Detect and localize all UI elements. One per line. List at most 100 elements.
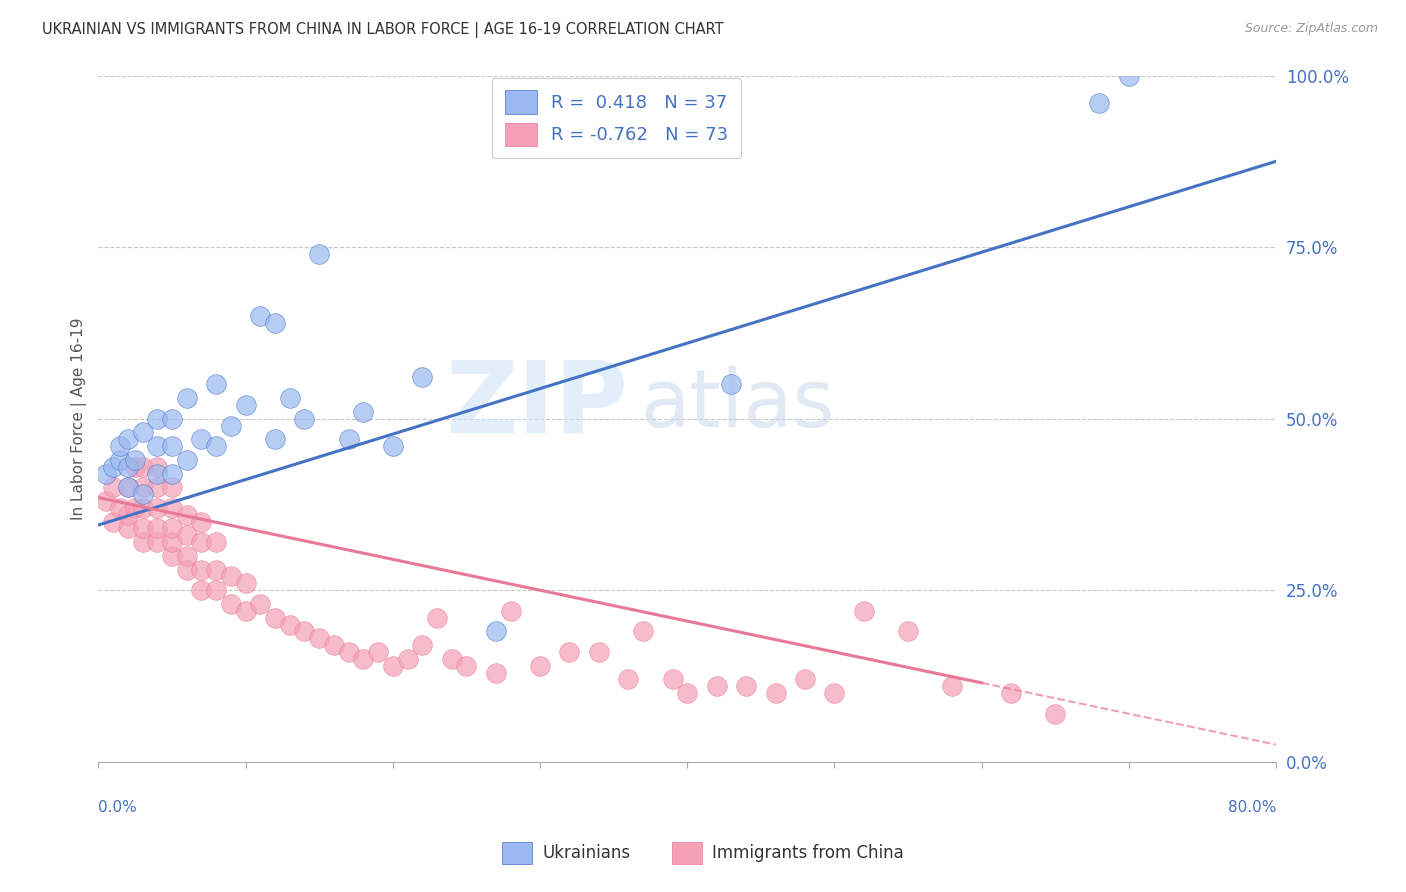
Point — [117, 480, 139, 494]
Point — [852, 604, 875, 618]
Point — [160, 535, 183, 549]
Point — [219, 569, 242, 583]
Point — [485, 665, 508, 680]
Point — [661, 673, 683, 687]
Point — [1088, 95, 1111, 110]
Point — [765, 686, 787, 700]
Point — [190, 583, 212, 598]
Point — [411, 638, 433, 652]
Text: 0.0%: 0.0% — [98, 799, 138, 814]
Point — [117, 508, 139, 522]
Point — [131, 459, 153, 474]
Point — [190, 515, 212, 529]
Point — [110, 453, 132, 467]
Point — [190, 563, 212, 577]
Point — [190, 535, 212, 549]
Point — [735, 679, 758, 693]
Point — [117, 432, 139, 446]
Point — [190, 432, 212, 446]
Point — [264, 610, 287, 624]
Point — [146, 439, 169, 453]
Point — [160, 480, 183, 494]
Point — [146, 521, 169, 535]
Point — [235, 576, 257, 591]
Point — [337, 432, 360, 446]
Point — [308, 632, 330, 646]
Point — [94, 467, 117, 481]
Point — [499, 604, 522, 618]
Point — [124, 500, 146, 515]
Point — [124, 453, 146, 467]
Point — [146, 480, 169, 494]
Point — [1000, 686, 1022, 700]
Point — [631, 624, 654, 639]
Point — [352, 405, 374, 419]
Point — [396, 652, 419, 666]
Point — [160, 467, 183, 481]
Point — [124, 459, 146, 474]
Point — [160, 411, 183, 425]
Point — [146, 459, 169, 474]
Point — [146, 500, 169, 515]
Point — [485, 624, 508, 639]
Point — [160, 500, 183, 515]
Point — [94, 494, 117, 508]
Point — [322, 638, 344, 652]
Point — [381, 658, 404, 673]
Point — [941, 679, 963, 693]
Point — [146, 411, 169, 425]
Point — [176, 391, 198, 405]
Point — [794, 673, 817, 687]
Point — [897, 624, 920, 639]
Point — [381, 439, 404, 453]
Point — [720, 377, 742, 392]
Point — [205, 583, 228, 598]
Point — [235, 398, 257, 412]
Point — [617, 673, 640, 687]
Point — [110, 439, 132, 453]
Point — [1045, 706, 1067, 721]
Point — [101, 480, 124, 494]
Point — [117, 480, 139, 494]
Point — [131, 521, 153, 535]
Point — [146, 467, 169, 481]
Point — [588, 645, 610, 659]
Point — [160, 521, 183, 535]
Point — [219, 597, 242, 611]
Point — [278, 617, 301, 632]
Point — [558, 645, 581, 659]
Point — [706, 679, 728, 693]
Point — [264, 316, 287, 330]
Point — [294, 624, 316, 639]
Text: Source: ZipAtlas.com: Source: ZipAtlas.com — [1244, 22, 1378, 36]
Point — [160, 439, 183, 453]
Point — [352, 652, 374, 666]
Point — [176, 508, 198, 522]
Point — [131, 487, 153, 501]
Point — [426, 610, 449, 624]
Text: UKRAINIAN VS IMMIGRANTS FROM CHINA IN LABOR FORCE | AGE 16-19 CORRELATION CHART: UKRAINIAN VS IMMIGRANTS FROM CHINA IN LA… — [42, 22, 724, 38]
Text: 80.0%: 80.0% — [1227, 799, 1277, 814]
Point — [264, 432, 287, 446]
Point — [823, 686, 845, 700]
Point — [529, 658, 551, 673]
Text: ZIP: ZIP — [446, 357, 628, 453]
Point — [249, 597, 271, 611]
Point — [1118, 69, 1140, 83]
Point — [110, 500, 132, 515]
Point — [337, 645, 360, 659]
Point — [176, 453, 198, 467]
Point — [117, 521, 139, 535]
Point — [101, 515, 124, 529]
Point — [676, 686, 699, 700]
Legend: R =  0.418   N = 37, R = -0.762   N = 73: R = 0.418 N = 37, R = -0.762 N = 73 — [492, 78, 741, 159]
Point — [160, 549, 183, 563]
Point — [411, 370, 433, 384]
Point — [205, 535, 228, 549]
Point — [294, 411, 316, 425]
Point — [176, 549, 198, 563]
Point — [131, 535, 153, 549]
Point — [205, 377, 228, 392]
Point — [101, 459, 124, 474]
Point — [205, 563, 228, 577]
